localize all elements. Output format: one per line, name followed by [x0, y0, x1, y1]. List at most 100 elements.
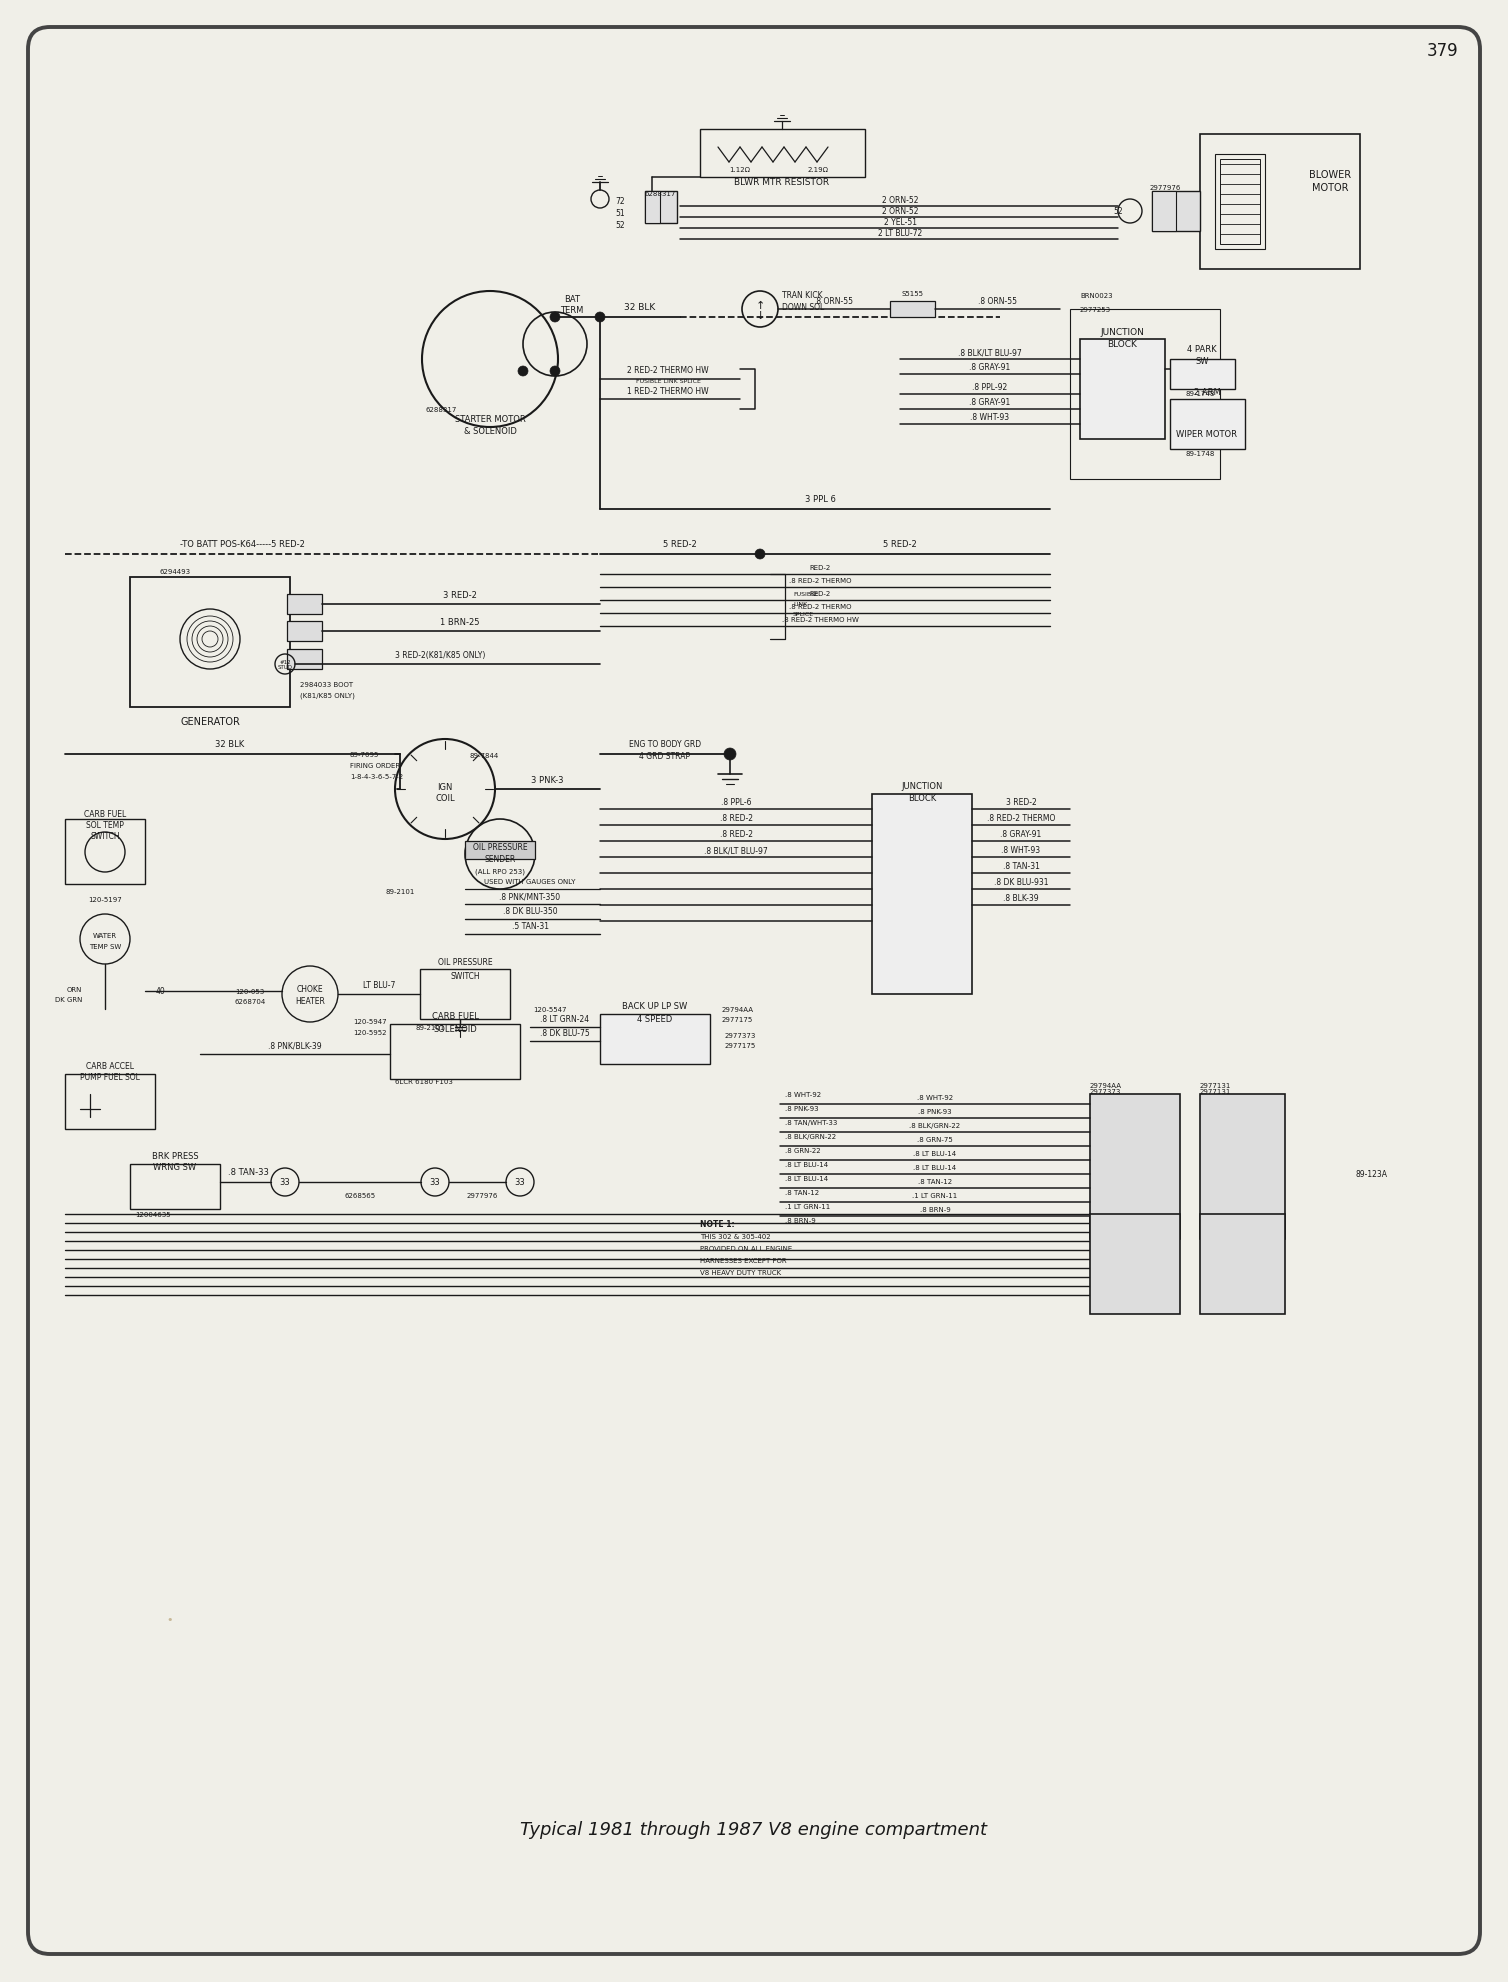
Text: 6LCR 6180 F103: 6LCR 6180 F103	[395, 1078, 452, 1084]
Text: ORN: ORN	[66, 987, 81, 993]
Text: (ALL RPO 253): (ALL RPO 253)	[475, 868, 525, 874]
Text: 52: 52	[615, 222, 624, 230]
Text: 29794AA: 29794AA	[722, 1007, 754, 1013]
Bar	[391, 1025, 520, 1080]
Text: .8 DK BLU-75: .8 DK BLU-75	[540, 1029, 590, 1039]
Text: 51: 51	[615, 210, 624, 218]
Text: .8 TAN-12: .8 TAN-12	[918, 1179, 952, 1185]
Text: .8 WHT-93: .8 WHT-93	[1001, 846, 1041, 854]
Text: -TO BATT POS-K64-----5 RED-2: -TO BATT POS-K64-----5 RED-2	[179, 541, 305, 549]
Bar	[1152, 192, 1200, 232]
Bar	[700, 131, 866, 178]
Text: TRAN KICK: TRAN KICK	[783, 291, 823, 301]
Text: 2977253: 2977253	[1080, 307, 1111, 313]
Circle shape	[596, 313, 605, 323]
Text: FIRING ORDER: FIRING ORDER	[350, 763, 400, 769]
Text: 33: 33	[514, 1177, 525, 1187]
Text: 3 RED-2: 3 RED-2	[443, 591, 477, 601]
Bar	[1215, 155, 1265, 250]
Text: .8 BRN-9: .8 BRN-9	[786, 1217, 816, 1223]
Text: BRK PRESS: BRK PRESS	[152, 1152, 199, 1161]
Bar	[890, 301, 935, 317]
Text: LINK: LINK	[793, 603, 807, 606]
Text: SOL TEMP: SOL TEMP	[86, 821, 124, 830]
Text: ↓: ↓	[756, 311, 765, 321]
Text: .8 LT BLU-14: .8 LT BLU-14	[786, 1175, 828, 1181]
Text: FUSIBLE LINK SPLICE: FUSIBLE LINK SPLICE	[635, 379, 700, 385]
Text: 1.12Ω: 1.12Ω	[730, 166, 751, 172]
Text: .8 LT BLU-14: .8 LT BLU-14	[786, 1161, 828, 1167]
Text: 2977373: 2977373	[1090, 1088, 1122, 1094]
Text: .8 PNK-93: .8 PNK-93	[918, 1108, 952, 1114]
Bar	[130, 577, 290, 708]
Text: .8 GRAY-91: .8 GRAY-91	[970, 363, 1010, 373]
Text: 3 PNK-3: 3 PNK-3	[531, 777, 564, 785]
Text: SW: SW	[1196, 357, 1209, 367]
Text: .8 RED-2 THERMO: .8 RED-2 THERMO	[986, 815, 1056, 823]
Text: BLOWER: BLOWER	[1309, 170, 1351, 180]
Text: 29794AA: 29794AA	[1090, 1082, 1122, 1088]
Text: .8 BLK/LT BLU-97: .8 BLK/LT BLU-97	[958, 349, 1022, 357]
Text: 89-1748: 89-1748	[1185, 390, 1214, 396]
Text: .8 BLK/GRN-22: .8 BLK/GRN-22	[909, 1122, 961, 1128]
Text: 40: 40	[155, 987, 164, 997]
Bar	[1090, 1094, 1179, 1239]
Text: 2 ARM: 2 ARM	[1194, 388, 1220, 396]
Text: BACK UP LP SW: BACK UP LP SW	[623, 1003, 688, 1011]
Text: 379: 379	[1427, 42, 1458, 59]
Text: 2 RED-2 THERMO HW: 2 RED-2 THERMO HW	[627, 367, 709, 375]
Text: 52: 52	[1113, 208, 1123, 216]
Text: .8 BLK-39: .8 BLK-39	[1003, 894, 1039, 904]
Text: 6268704: 6268704	[234, 999, 265, 1005]
Bar	[1170, 400, 1246, 450]
Text: 2 ORN-52: 2 ORN-52	[882, 196, 918, 206]
Text: 120-5947: 120-5947	[353, 1019, 388, 1025]
Text: .8 GRN-75: .8 GRN-75	[917, 1136, 953, 1142]
Text: .8 DK BLU-931: .8 DK BLU-931	[994, 878, 1048, 888]
Bar	[645, 192, 677, 224]
Bar	[1152, 192, 1176, 232]
Text: 5 RED-2: 5 RED-2	[884, 541, 917, 549]
Text: MOTOR: MOTOR	[1312, 182, 1348, 192]
Circle shape	[519, 367, 528, 377]
Text: 2977131: 2977131	[1200, 1082, 1232, 1088]
Bar	[1170, 361, 1235, 390]
Text: .8 TAN-31: .8 TAN-31	[1003, 862, 1039, 870]
Bar	[421, 969, 510, 1019]
Text: BRN0023: BRN0023	[1080, 293, 1113, 299]
Text: 33: 33	[279, 1177, 291, 1187]
Text: HEATER: HEATER	[296, 997, 324, 1007]
Text: SPLICE: SPLICE	[793, 612, 814, 616]
Text: IGN: IGN	[437, 783, 452, 793]
Text: BLWR MTR RESISTOR: BLWR MTR RESISTOR	[734, 178, 829, 188]
Text: 6268565: 6268565	[344, 1193, 375, 1199]
Text: (K81/K85 ONLY): (K81/K85 ONLY)	[300, 692, 354, 700]
Text: OIL PRESSURE: OIL PRESSURE	[472, 842, 528, 852]
Text: 89-2101: 89-2101	[415, 1025, 445, 1031]
Text: .8 BRN-9: .8 BRN-9	[920, 1207, 950, 1213]
Bar	[287, 650, 323, 670]
Text: 2977175: 2977175	[722, 1017, 754, 1023]
Text: COIL: COIL	[436, 795, 455, 803]
Text: .8 RED-2: .8 RED-2	[719, 815, 752, 823]
Text: TEMP SW: TEMP SW	[89, 943, 121, 949]
Bar	[287, 622, 323, 642]
Text: WIPER MOTOR: WIPER MOTOR	[1176, 430, 1238, 440]
Text: 3 RED-2(K81/K85 ONLY): 3 RED-2(K81/K85 ONLY)	[395, 652, 486, 660]
Text: .8 RED-2 THERMO: .8 RED-2 THERMO	[789, 605, 851, 610]
Text: .8 DK BLU-350: .8 DK BLU-350	[502, 908, 558, 916]
Text: .8 PNK/MNT-350: .8 PNK/MNT-350	[499, 892, 561, 902]
Text: 120-5547: 120-5547	[534, 1007, 567, 1013]
Text: BLOCK: BLOCK	[1107, 341, 1137, 349]
Text: PUMP FUEL SOL: PUMP FUEL SOL	[80, 1072, 140, 1082]
Text: .8 PPL-92: .8 PPL-92	[973, 383, 1007, 392]
Text: USED WITH GAUGES ONLY: USED WITH GAUGES ONLY	[484, 878, 576, 884]
Text: SOLENOID: SOLENOID	[433, 1025, 477, 1035]
Text: BAT: BAT	[564, 295, 581, 305]
Bar	[1200, 1215, 1285, 1314]
Bar	[1071, 309, 1220, 480]
Text: WATER: WATER	[93, 932, 118, 939]
Text: .1 LT GRN-11: .1 LT GRN-11	[786, 1203, 831, 1209]
Bar	[464, 842, 535, 860]
Text: 2.19Ω: 2.19Ω	[807, 166, 828, 172]
